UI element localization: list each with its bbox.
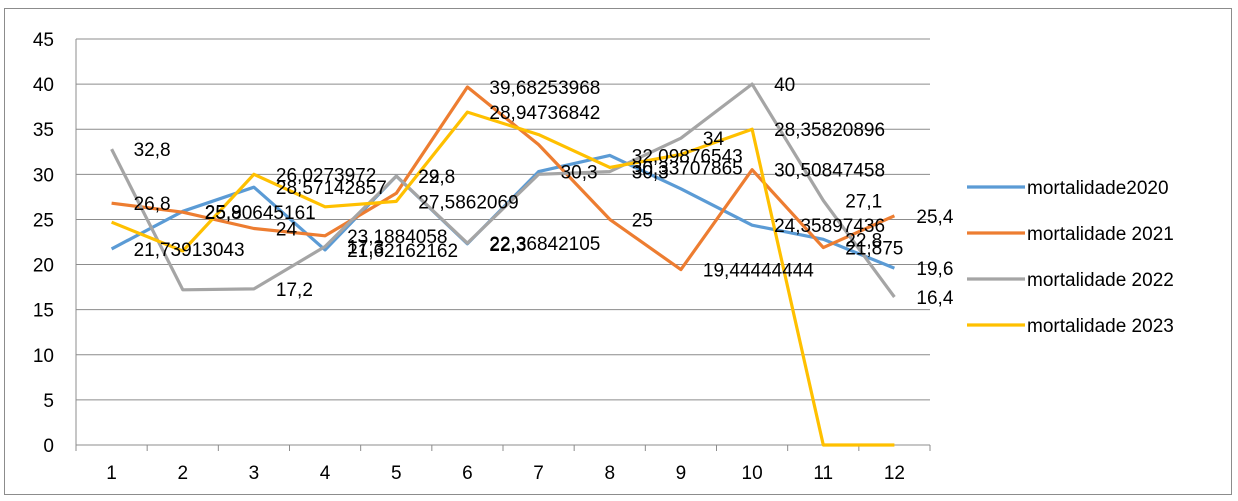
data-label: 25,80645161 [205,203,316,224]
data-label: 32,8 [134,140,171,161]
data-labels: 21,7391304325,928,5714285721,6216216229,… [134,75,954,309]
data-label: 17,2 [276,280,313,301]
data-label: 28,94736842 [489,103,600,124]
x-tick-label: 6 [462,463,473,484]
legend-label: mortalidade2020 [1027,178,1169,199]
x-tick-label: 5 [391,463,402,484]
x-tick-label: 3 [249,463,260,484]
data-label: 19,44444444 [703,261,814,282]
data-label: 26,8 [134,194,171,215]
data-label: 40 [774,75,795,96]
data-label: 30,3 [561,163,598,184]
x-tick-label: 8 [604,463,615,484]
data-label: 21,73913043 [134,240,245,261]
data-label: 25 [632,210,653,231]
y-tick-label: 40 [33,75,54,96]
x-tick-label: 1 [106,463,117,484]
data-label: 30,50847458 [774,161,885,182]
y-tick-label: 45 [33,30,54,51]
data-label: 26,0273972 [276,165,376,186]
x-tick-label: 2 [177,463,188,484]
data-label: 39,68253968 [489,78,600,99]
data-label: 21,875 [845,239,903,260]
y-tick-label: 30 [33,165,54,186]
legend-label: mortalidade 2023 [1027,316,1174,337]
data-label: 27,5862069 [418,192,518,213]
y-tick-label: 20 [33,256,54,277]
x-tick-label: 4 [320,463,331,484]
legend-label: mortalidade 2021 [1027,224,1174,245]
y-tick-label: 35 [33,120,54,141]
y-tick-label: 0 [43,436,54,457]
y-tick-label: 15 [33,301,54,322]
x-tick-label: 12 [884,463,905,484]
x-tick-label: 9 [676,463,687,484]
data-label: 17,3 [347,238,384,259]
data-label: 22,36842105 [489,234,600,255]
data-label: 28,35820896 [774,120,885,141]
data-label: 16,4 [916,288,953,309]
data-label: 34 [703,129,725,150]
y-tick-label: 25 [33,210,54,231]
x-tick-label: 10 [742,463,763,484]
x-tick-label: 7 [533,463,544,484]
x-tick-label: 11 [813,463,833,484]
data-label: 25,4 [916,207,953,228]
data-label: 24 [276,219,298,240]
legend: mortalidade2020 mortalidade 2021 mortalida… [967,178,1174,337]
data-label: 30,33707865 [632,158,743,179]
data-label: 22 [418,167,439,188]
y-tick-label: 10 [33,346,54,367]
y-tick-label: 5 [43,391,54,412]
data-label: 19,6 [916,259,953,280]
legend-label: mortalidade 2022 [1027,270,1174,291]
data-label: 27,1 [845,191,882,212]
